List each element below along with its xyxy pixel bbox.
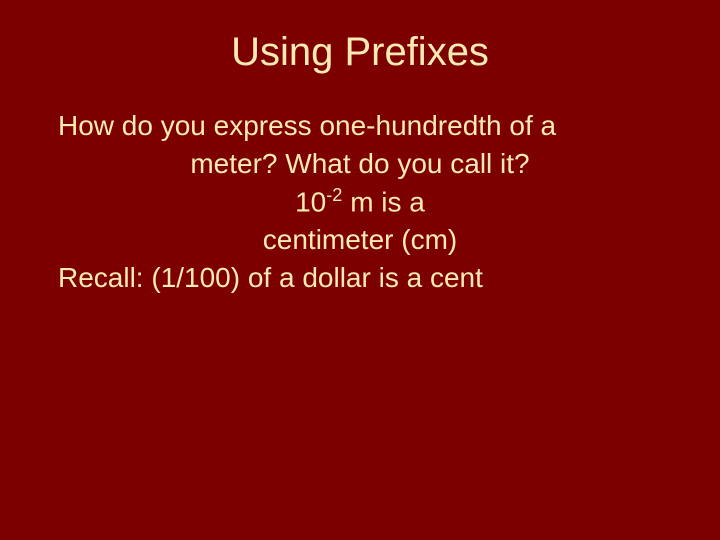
base-number: 10 xyxy=(295,186,326,217)
body-line-3: 10-2 m is a xyxy=(50,183,670,221)
line3-text: m is a xyxy=(342,186,424,217)
body-line-1: How do you express one-hundredth of a xyxy=(50,107,670,145)
slide-title: Using Prefixes xyxy=(40,30,680,75)
body-line-4: centimeter (cm) xyxy=(50,221,670,259)
body-line-5: Recall: (1/100) of a dollar is a cent xyxy=(50,259,670,297)
slide-container: Using Prefixes How do you express one-hu… xyxy=(0,0,720,540)
slide-body: How do you express one-hundredth of a me… xyxy=(40,107,680,296)
body-line-2: meter? What do you call it? xyxy=(50,145,670,183)
exponent: -2 xyxy=(326,185,342,205)
